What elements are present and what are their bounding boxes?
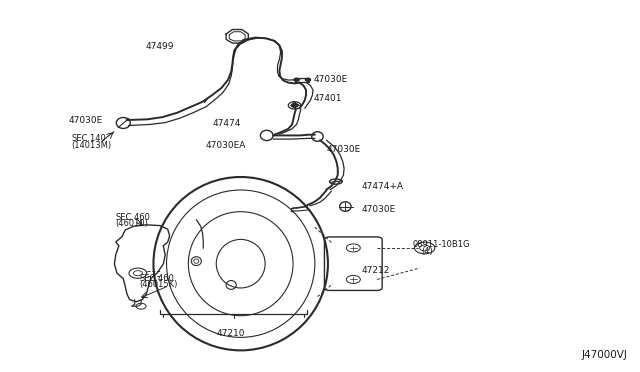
Text: (4): (4) [422,247,433,256]
Text: 47030E: 47030E [361,205,396,214]
Text: 47030E: 47030E [68,116,103,125]
Bar [295,77,309,82]
Text: 47474: 47474 [212,119,241,128]
Text: 47212: 47212 [361,266,390,275]
Text: 47210: 47210 [217,329,245,338]
Text: 47030E: 47030E [326,145,360,154]
Circle shape [291,103,298,107]
Text: (14013M): (14013M) [71,141,111,150]
Text: SEC.460: SEC.460 [139,274,174,283]
Text: SEC.460: SEC.460 [116,213,150,222]
Text: (46015K): (46015K) [139,280,177,289]
Text: 47030EA: 47030EA [206,141,246,150]
Text: SEC.140: SEC.140 [71,134,106,143]
Circle shape [294,78,299,81]
Circle shape [305,78,310,81]
Text: 08911-10B1G: 08911-10B1G [413,240,470,249]
Text: J47000VJ: J47000VJ [582,350,628,360]
Text: 47401: 47401 [314,93,342,103]
Text: 47499: 47499 [145,42,174,51]
Text: 47474+A: 47474+A [361,182,403,190]
Text: (46010): (46010) [116,219,148,228]
Text: 47030E: 47030E [314,75,348,84]
